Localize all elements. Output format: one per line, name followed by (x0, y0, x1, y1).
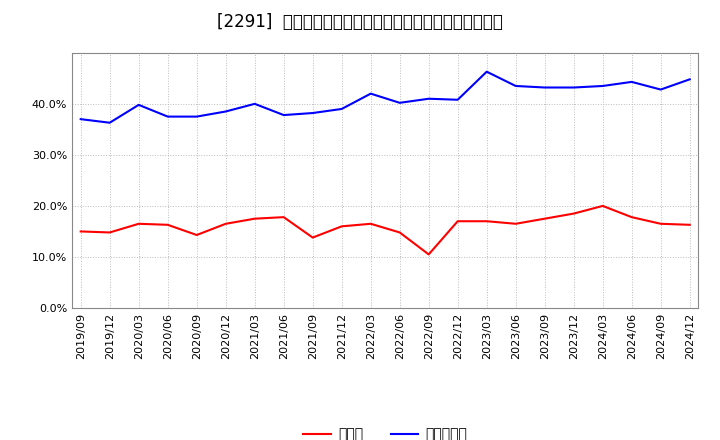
有利子負債 (454, 97, 462, 103)
現頲金 (338, 224, 346, 229)
現頲金 (541, 216, 549, 221)
有利子負債 (192, 114, 201, 119)
有利子負債 (338, 106, 346, 112)
現頲金 (685, 222, 694, 227)
有利子負債 (251, 101, 259, 106)
有利子負債 (366, 91, 375, 96)
有利子負債 (685, 77, 694, 82)
現頲金 (76, 229, 85, 234)
有利子負債 (221, 109, 230, 114)
Legend: 現頲金, 有利子負債: 現頲金, 有利子負債 (297, 422, 473, 440)
現頲金 (192, 232, 201, 238)
現頲金 (395, 230, 404, 235)
有利子負債 (76, 117, 85, 122)
有利子負債 (424, 96, 433, 101)
現頲金 (454, 219, 462, 224)
Line: 有利子負債: 有利子負債 (81, 72, 690, 123)
有利子負債 (135, 102, 143, 107)
有利子負債 (308, 110, 317, 116)
現頲金 (135, 221, 143, 227)
有利子負債 (511, 83, 520, 88)
現頲金 (105, 230, 114, 235)
現頲金 (163, 222, 172, 227)
有利子負債 (105, 120, 114, 125)
現頲金 (657, 221, 665, 227)
現頲金 (251, 216, 259, 221)
有利子負債 (163, 114, 172, 119)
Text: [2291]  現頲金、有利子負債の総資産に対する比率の推移: [2291] 現頲金、有利子負債の総資産に対する比率の推移 (217, 13, 503, 31)
有利子負債 (395, 100, 404, 106)
現頲金 (482, 219, 491, 224)
現頲金 (366, 221, 375, 227)
有利子負債 (657, 87, 665, 92)
有利子負債 (482, 69, 491, 74)
有利子負債 (627, 79, 636, 84)
現頲金 (221, 221, 230, 227)
現頲金 (424, 252, 433, 257)
有利子負債 (570, 85, 578, 90)
Line: 現頲金: 現頲金 (81, 206, 690, 254)
有利子負債 (541, 85, 549, 90)
現頲金 (627, 215, 636, 220)
現頲金 (598, 203, 607, 209)
有利子負債 (279, 113, 288, 118)
有利子負債 (598, 83, 607, 88)
現頲金 (279, 215, 288, 220)
現頲金 (511, 221, 520, 227)
現頲金 (308, 235, 317, 240)
現頲金 (570, 211, 578, 216)
